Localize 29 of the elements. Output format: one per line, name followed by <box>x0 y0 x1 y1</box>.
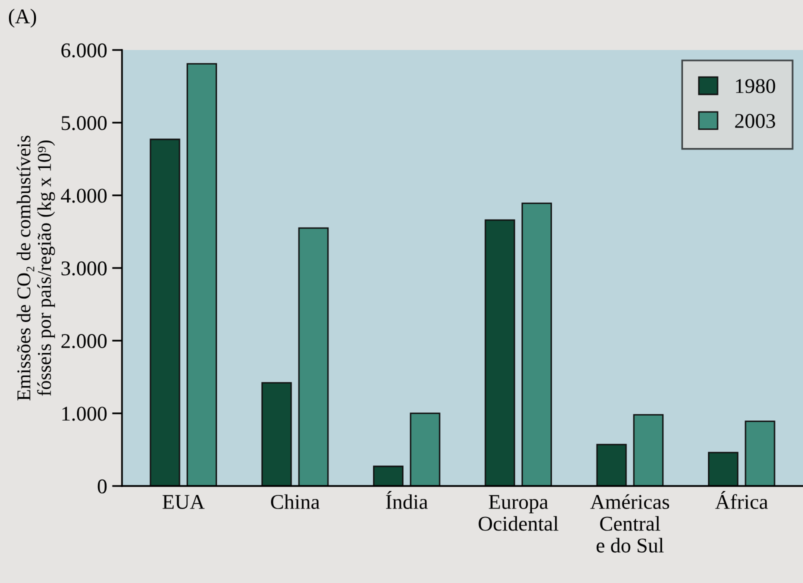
bar <box>484 219 516 486</box>
y-tick-label: 0 <box>98 479 107 494</box>
y-tick-label: 5.000 <box>62 116 107 130</box>
bar <box>261 382 292 486</box>
bar <box>150 138 180 486</box>
y-tick-label: 6.000 <box>61 43 107 58</box>
x-tick-label: EUA <box>162 495 205 509</box>
bar <box>410 412 440 486</box>
x-tick-label: Índia <box>386 490 428 509</box>
x-tick-label: Américas Central e do Sul <box>590 494 670 553</box>
bar <box>633 414 664 486</box>
y-tick-label: 3.000 <box>62 261 107 276</box>
bar <box>522 202 552 486</box>
bar <box>298 227 329 486</box>
bar <box>373 466 404 486</box>
bar <box>744 420 776 486</box>
y-tick-label: 4.000 <box>60 188 107 203</box>
x-tick-label: Europa Ocidental <box>478 495 558 531</box>
text: (A) <box>8 8 36 28</box>
y-tick-label: 1.000 <box>62 406 107 421</box>
x-tick-label: África <box>715 490 768 509</box>
legend-label: 1980 <box>736 79 776 94</box>
bar <box>596 444 627 486</box>
y-axis-title: Emissões de CO₂ de combustíveis fósseis por país/região (kg x 10⁹) <box>16 136 55 400</box>
x-tick-label: China <box>271 494 320 509</box>
y-tick-label: 2.000 <box>61 334 107 348</box>
bar <box>708 452 738 486</box>
legend-label: 2003 <box>735 114 776 128</box>
bar <box>186 63 218 486</box>
